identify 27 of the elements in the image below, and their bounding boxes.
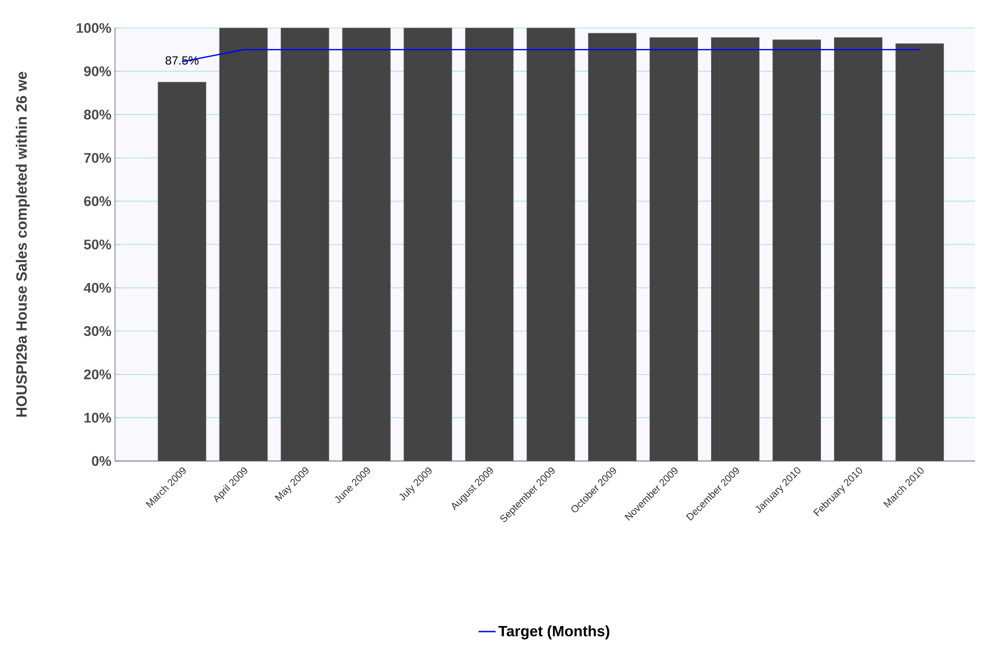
y-tick-label: 100% xyxy=(76,23,112,33)
bar xyxy=(342,28,391,462)
bar xyxy=(650,37,698,462)
y-tick-label: 90% xyxy=(84,66,112,76)
y-tick-label: 60% xyxy=(84,196,112,206)
bar xyxy=(895,43,944,462)
bar xyxy=(588,32,637,462)
y-tick-label: 50% xyxy=(84,240,112,250)
bar xyxy=(158,82,206,462)
bar xyxy=(219,28,268,462)
bar xyxy=(526,28,576,462)
y-tick-label: 0% xyxy=(92,456,112,466)
y-tick-label: 70% xyxy=(84,152,112,163)
y-tick-label: 30% xyxy=(84,326,112,336)
bar xyxy=(711,37,760,462)
y-tick-label: 80% xyxy=(84,110,112,120)
bar xyxy=(834,37,882,462)
bar xyxy=(404,28,452,462)
legend-label: Target (Months) xyxy=(498,625,610,640)
data-label: 87.5% xyxy=(166,56,199,65)
y-axis-title: HOUSPI29a House Sales completed within 26 we xyxy=(16,72,30,417)
bar xyxy=(465,28,514,462)
bar xyxy=(772,39,821,462)
y-tick-label: 20% xyxy=(84,369,112,380)
y-tick-label: 40% xyxy=(84,282,112,293)
bar xyxy=(280,28,330,462)
y-tick-label: 10% xyxy=(84,412,112,423)
